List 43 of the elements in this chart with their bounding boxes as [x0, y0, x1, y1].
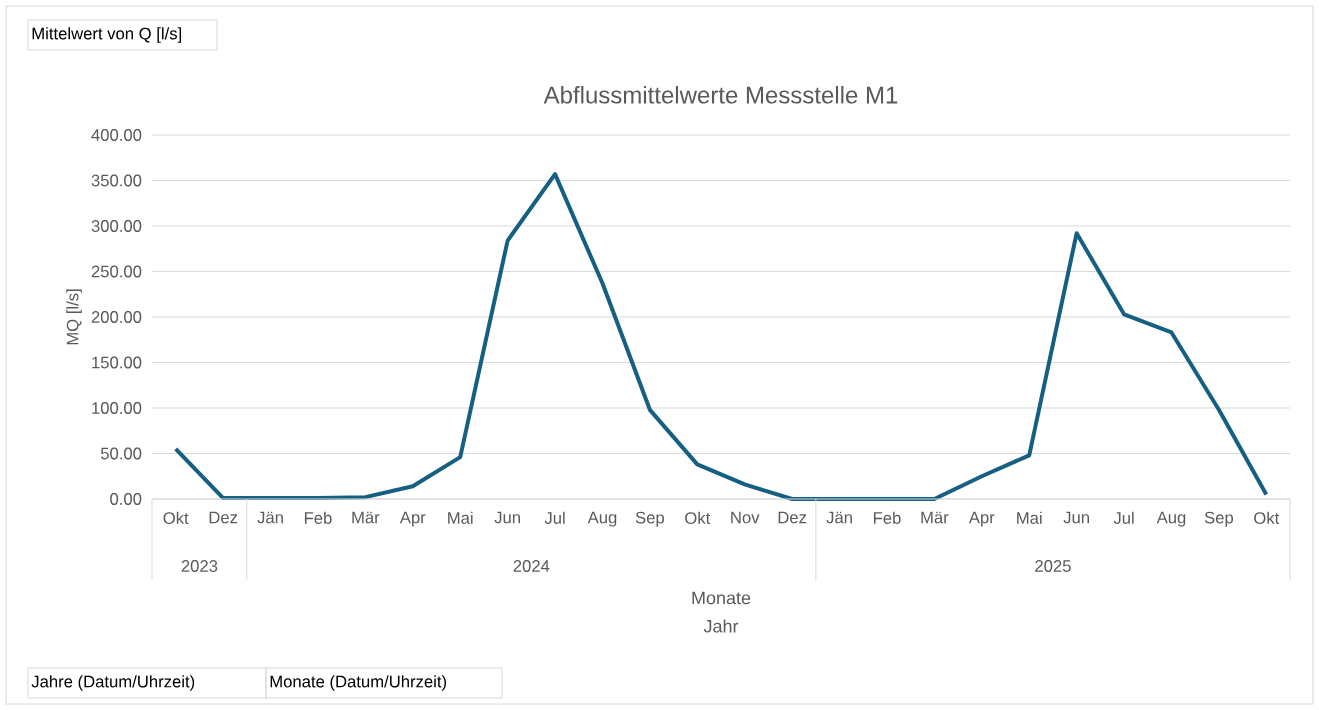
y-tick-label: 150.00 [92, 356, 142, 369]
x-tick-label: Feb [304, 511, 332, 524]
x-tick-label: Aug [1156, 511, 1186, 527]
x-tick-label: Dez [778, 511, 807, 524]
x-tick-label: Jän [257, 511, 283, 524]
x-tick-label: Aug [587, 511, 617, 527]
x-tick-label: Sep [1204, 511, 1234, 527]
y-tick-label: 0.00 [110, 493, 142, 505]
text: 2024 [513, 560, 550, 572]
text: Jahre (Datum/Uhrzeit) [31, 675, 195, 691]
y-tick-label: 350.00 [91, 174, 142, 187]
x-tick-label: Jul [544, 511, 565, 524]
y-tick-label: 300.00 [91, 220, 142, 232]
y-tick-label: 100.00 [92, 402, 142, 414]
text: Jahr [703, 619, 739, 633]
x-tick-label: Apr [968, 511, 995, 527]
x-tick-label: Jun [494, 511, 520, 524]
x-tick-label: Okt [163, 511, 189, 524]
text: 2023 [181, 560, 218, 572]
x-tick-label: Jul [1113, 511, 1134, 524]
chart-title: Abflussmittelwerte Messstelle M1 [543, 85, 898, 104]
x-tick-label: Jän [826, 511, 852, 524]
x-tick-label: Mai [448, 511, 473, 524]
x-tick-label: Apr [399, 511, 426, 527]
y-axis-title: MQ [l/s] [66, 289, 82, 345]
y-tick-label: 250.00 [91, 265, 142, 278]
x-tick-label: Nov [731, 511, 760, 524]
x-tick-label: Jun [1063, 511, 1089, 524]
x-tick-label: Mär [921, 511, 949, 524]
x-tick-label: Feb [873, 511, 901, 524]
x-tick-label: Okt [1254, 511, 1280, 524]
text: Monate (Datum/Uhrzeit) [270, 675, 447, 691]
x-axis-title: Monate [692, 591, 751, 605]
x-tick-label: Mär [352, 511, 380, 524]
text: 2025 [1035, 560, 1071, 572]
y-tick-label: 200.00 [91, 311, 142, 323]
y-tick-label: 50.00 [100, 447, 142, 460]
x-tick-label: Sep [635, 511, 665, 527]
x-tick-label: Mai [1017, 511, 1042, 524]
x-tick-label: Dez [209, 511, 238, 524]
text: Mittelwert von Q [l/s] [32, 27, 182, 43]
y-tick-label: 400.00 [91, 129, 142, 141]
x-tick-label: Okt [685, 511, 711, 524]
